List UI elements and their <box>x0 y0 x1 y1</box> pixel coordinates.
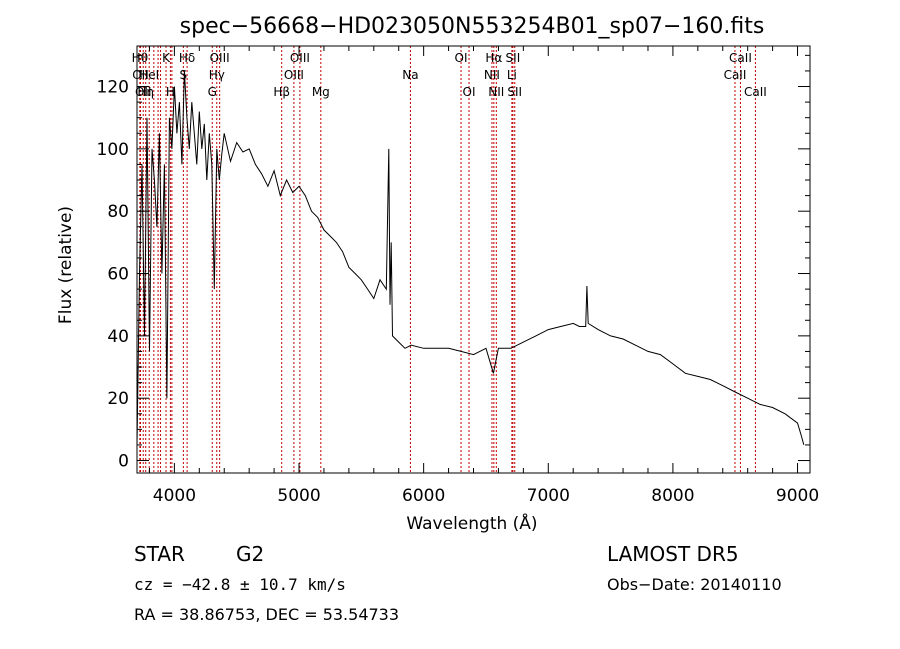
line-marker-label: NII <box>488 85 504 99</box>
chart-title: spec−56668−HD023050N553254B01_sp07−160.f… <box>180 14 765 39</box>
y-tick-label: 100 <box>97 140 129 160</box>
line-marker-label: S <box>180 68 188 82</box>
y-tick-label: 60 <box>107 265 129 285</box>
line-marker-label: CaII <box>729 51 752 65</box>
line-marker-label: Hβ <box>273 85 290 99</box>
redshift-velocity: cz = −42.8 ± 10.7 km/s <box>134 575 346 594</box>
y-axis: 0 20 40 60 80 100 120 <box>97 54 810 472</box>
x-tick-label: 7000 <box>527 486 570 506</box>
y-tick-label: 120 <box>97 78 129 98</box>
sky-coordinates: RA = 38.86753, DEC = 53.54733 <box>134 605 399 624</box>
object-subclass: G2 <box>236 542 264 566</box>
spectral-line-markers <box>139 46 756 473</box>
line-marker-label: Hθ <box>132 51 148 65</box>
line-marker-label: SII <box>506 51 521 65</box>
line-marker-label: Hγ <box>209 68 225 82</box>
survey-name: LAMOST DR5 <box>607 542 739 566</box>
y-axis-label: Flux (relative) <box>56 206 76 324</box>
line-marker-label: OII <box>132 68 149 82</box>
y-tick-label: 80 <box>107 202 129 222</box>
line-marker-label: Li <box>507 68 517 82</box>
x-tick-label: 8000 <box>651 486 694 506</box>
line-marker-label: G <box>208 85 217 99</box>
line-marker-label: Na <box>402 68 418 82</box>
line-marker-label: OI <box>455 51 468 65</box>
x-tick-label: 5000 <box>277 486 320 506</box>
line-marker-label: K <box>162 51 171 65</box>
line-marker-label: OIII <box>210 51 230 65</box>
x-axis-label: Wavelength (Å) <box>406 512 537 534</box>
spectrum-line <box>136 70 805 446</box>
y-tick-label: 20 <box>107 389 129 409</box>
y-tick-label: 40 <box>107 327 129 347</box>
x-axis: 4000 5000 6000 7000 8000 9000 <box>148 46 819 506</box>
line-marker-label: H <box>166 85 175 99</box>
object-class: STAR <box>134 542 185 566</box>
observation-date: Obs−Date: 20140110 <box>607 575 782 594</box>
line-marker-label: SII <box>507 85 522 99</box>
x-tick-label: 6000 <box>402 486 445 506</box>
line-marker-label: Mg <box>312 85 330 99</box>
line-marker-label: HeI <box>139 68 159 82</box>
plot-frame <box>136 45 811 474</box>
spectral-line-labels: HθOIIOIIHηHeIKHSHδGHγOIIIHβOIIIOIIIMgNaO… <box>132 51 767 99</box>
x-tick-label: 9000 <box>776 486 819 506</box>
line-marker-label: OIII <box>290 51 310 65</box>
line-marker-label: NII <box>484 68 500 82</box>
line-marker-label: OI <box>463 85 476 99</box>
line-marker-label: OIII <box>284 68 304 82</box>
line-marker-label: Hη <box>137 85 154 99</box>
line-marker-label: Hδ <box>179 51 195 65</box>
x-tick-label: 4000 <box>153 486 196 506</box>
y-tick-label: 0 <box>118 452 129 472</box>
line-marker-label: OII <box>135 85 152 99</box>
line-marker-label: Hα <box>485 51 502 65</box>
line-marker-label: CaII <box>744 85 767 99</box>
line-marker-label: CaII <box>724 68 747 82</box>
